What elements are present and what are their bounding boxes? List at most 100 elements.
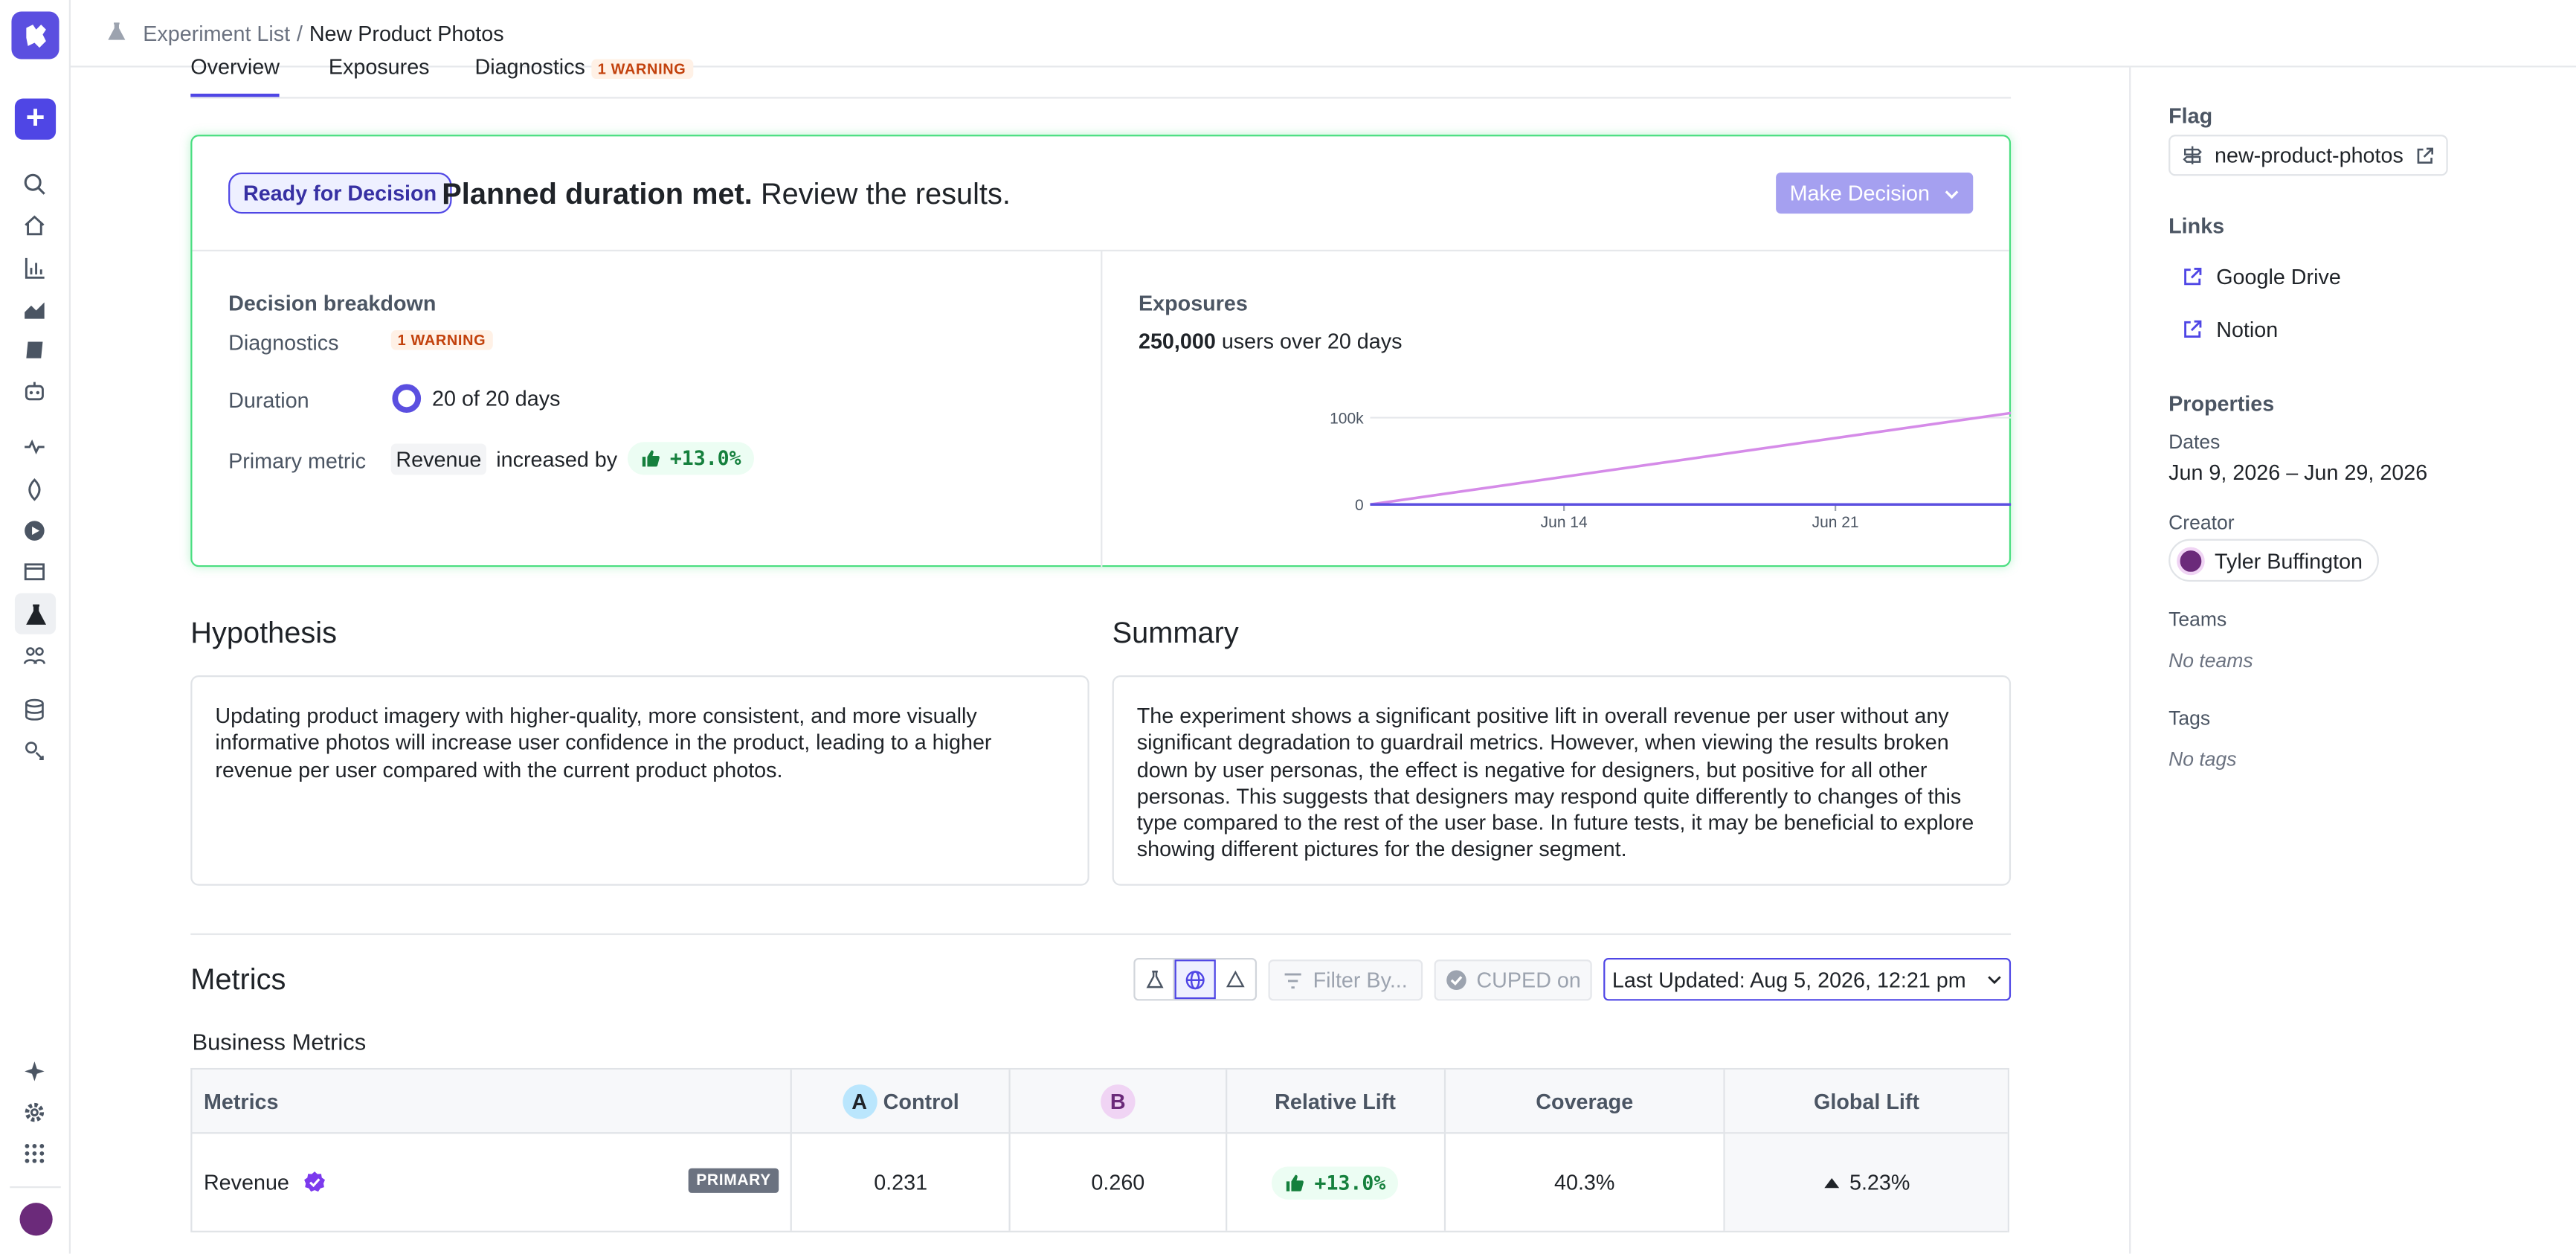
replay-icon[interactable]	[18, 514, 51, 547]
flag-link[interactable]: new-product-photos	[2168, 135, 2448, 176]
thumbs-up-icon	[1286, 1174, 1304, 1191]
flask-view-icon[interactable]	[1136, 959, 1176, 1000]
breadcrumb: Experiment List / New Product Photos	[70, 0, 2576, 68]
database-icon[interactable]	[18, 693, 51, 726]
data-pipeline-icon[interactable]	[18, 735, 51, 768]
decision-title-bold: Planned duration met.	[442, 177, 753, 210]
coverage-value: 40.3%	[1445, 1134, 1726, 1231]
relative-lift-cell: +13.0%	[1227, 1134, 1446, 1231]
cuped-toggle[interactable]: CUPED on	[1434, 959, 1592, 1001]
hypothesis-title: Hypothesis	[190, 616, 337, 649]
creator-chip[interactable]: Tyler Buffington	[2168, 538, 2380, 582]
col-control: A Control	[793, 1070, 1011, 1133]
app-logo[interactable]	[11, 11, 59, 60]
last-updated-dropdown[interactable]: Last Updated: Aug 5, 2026, 12:21 pm	[1603, 957, 2012, 1001]
x-tick-label: Jun 21	[1812, 514, 1859, 531]
flag-toggle-icon[interactable]	[18, 473, 51, 506]
metrics-view-toggle	[1133, 957, 1258, 1001]
flag-name: new-product-photos	[2215, 143, 2403, 168]
hypothesis-text: Updating product imagery with higher-qua…	[190, 675, 1089, 886]
window-icon[interactable]	[18, 556, 51, 588]
tab-bar: Overview Exposures Diagnostics 1 WARNING	[190, 54, 2012, 99]
filter-button[interactable]: Filter By...	[1268, 959, 1423, 1001]
decision-title: Planned duration met. Review the results…	[442, 178, 1011, 212]
tab-diagnostics[interactable]: Diagnostics 1 WARNING	[474, 54, 693, 97]
status-badge: Ready for Decision	[228, 172, 452, 214]
primary-metric-value: Revenue increased by +13.0%	[390, 442, 755, 475]
globe-view-icon[interactable]	[1175, 959, 1216, 1000]
primary-metric-name[interactable]: Revenue	[390, 443, 487, 475]
exposures-suffix: users over 20 days	[1221, 328, 1403, 353]
creator-label: Creator	[2168, 511, 2235, 534]
breadcrumb-experiment-list[interactable]: Experiment List	[143, 20, 291, 45]
lift-value: +13.0%	[669, 446, 741, 470]
cuped-label: CUPED on	[1476, 968, 1581, 993]
area-chart-icon[interactable]	[18, 292, 51, 325]
metrics-table: Metrics A Control B Relative Lift Covera…	[190, 1067, 2009, 1232]
col-coverage: Coverage	[1445, 1070, 1726, 1133]
tab-overview[interactable]: Overview	[190, 54, 280, 97]
notebook-icon[interactable]	[18, 333, 51, 366]
flag-heading: Flag	[2168, 103, 2213, 129]
apps-grid-icon[interactable]	[18, 1137, 51, 1170]
triangle-up-icon	[1823, 1177, 1839, 1188]
primary-metric-label: Primary metric	[228, 448, 367, 474]
make-decision-button[interactable]: Make Decision	[1776, 172, 1974, 214]
breadcrumb-current: New Product Photos	[309, 20, 504, 45]
exposures-summary: 250,000 users over 20 days	[1139, 329, 1403, 353]
x-tick-label: Jun 14	[1541, 514, 1588, 531]
teams-label: Teams	[2168, 608, 2227, 631]
primary-tag: PRIMARY	[688, 1168, 779, 1193]
flask-icon	[107, 21, 127, 45]
tab-exposures[interactable]: Exposures	[328, 54, 430, 80]
warning-badge: 1 WARNING	[590, 59, 693, 80]
bar-chart-icon[interactable]	[18, 251, 51, 284]
create-button[interactable]: +	[14, 98, 57, 140]
duration-label: Duration	[228, 388, 309, 413]
search-icon[interactable]	[18, 167, 51, 200]
bot-icon[interactable]	[18, 375, 51, 408]
diagnostics-warning-badge[interactable]: 1 WARNING	[390, 330, 493, 350]
sparkle-icon[interactable]	[18, 1055, 51, 1087]
dates-value: Jun 9, 2026 – Jun 29, 2026	[2168, 460, 2428, 485]
metrics-title: Metrics	[190, 962, 286, 996]
col-variant-b: B	[1011, 1070, 1227, 1133]
chevron-down-icon	[1944, 190, 1958, 199]
lift-badge: +13.0%	[1272, 1165, 1399, 1199]
duration-text: 20 of 20 days	[432, 386, 561, 411]
table-row[interactable]: Revenue PRIMARY 0.231 0.260 +13.0% 40.3%…	[192, 1134, 2008, 1232]
user-avatar[interactable]	[19, 1203, 53, 1236]
link-google-drive[interactable]: Google Drive	[2182, 265, 2341, 289]
decision-card-body: Decision breakdown Diagnostics 1 WARNING…	[192, 251, 2012, 567]
decision-card: Ready for Decision Planned duration met.…	[190, 135, 2012, 567]
exposures-count: 250,000	[1138, 328, 1216, 353]
card-divider	[1101, 251, 1103, 567]
external-link-icon	[2184, 268, 2202, 286]
link-notion[interactable]: Notion	[2182, 317, 2278, 342]
col-global-lift: Global Lift	[1725, 1070, 2008, 1133]
people-icon[interactable]	[18, 639, 51, 672]
chevron-down-icon	[1987, 976, 2001, 985]
control-value: 0.231	[793, 1134, 1011, 1231]
tags-label: Tags	[2168, 706, 2211, 730]
diagnostics-label: Diagnostics	[228, 330, 339, 356]
variant-a-badge: A	[842, 1083, 877, 1119]
section-divider	[190, 933, 2012, 936]
avatar	[2177, 546, 2205, 575]
external-link-icon	[2184, 320, 2202, 338]
experiments-icon[interactable]	[14, 593, 57, 634]
series-line	[1370, 411, 2012, 506]
col-control-label: Control	[883, 1088, 959, 1113]
metric-name[interactable]: Revenue	[203, 1169, 289, 1195]
triangle-view-icon[interactable]	[1215, 959, 1255, 999]
link-label: Google Drive	[2216, 264, 2341, 289]
health-icon[interactable]	[18, 431, 51, 463]
last-updated-label: Last Updated: Aug 5, 2026, 12:21 pm	[1611, 967, 1966, 992]
filter-label: Filter By...	[1313, 968, 1408, 993]
home-icon[interactable]	[18, 209, 51, 242]
settings-gear-icon[interactable]	[18, 1096, 51, 1129]
variant-value: 0.260	[1011, 1134, 1227, 1231]
tab-diagnostics-label: Diagnostics	[474, 54, 585, 80]
col-relative-lift: Relative Lift	[1227, 1070, 1446, 1133]
properties-heading: Properties	[2168, 390, 2275, 416]
